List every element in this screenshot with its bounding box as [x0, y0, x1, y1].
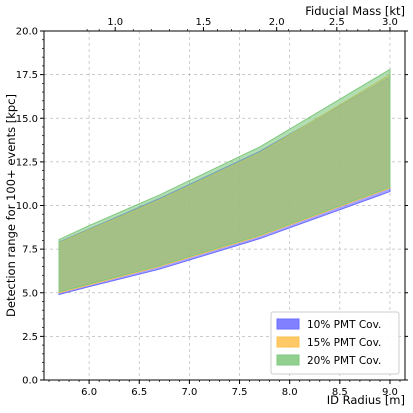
top-tick-label: 3.0 — [382, 17, 398, 28]
top-axis-label: Fiducial Mass [kt] — [305, 4, 405, 18]
x-tick-label: 7.0 — [181, 387, 197, 398]
y-tick-label: 5.0 — [22, 288, 38, 299]
axis-ticks: 6.0 6.5 7.0 7.5 8.0 8.5 9.0 0.0 2.5 5.0 7.5 10.0 12.… — [16, 17, 408, 398]
x-axis-label: ID Radius [m] — [327, 393, 405, 407]
series-areas — [58, 68, 391, 296]
top-tick-label: 2.5 — [329, 17, 345, 28]
x-tick-label: 9.0 — [382, 387, 398, 398]
y-tick-label: 10.0 — [16, 201, 38, 212]
y-tick-label: 7.5 — [22, 245, 38, 256]
legend-label-3: 20% PMT Cov. — [307, 355, 381, 367]
y-axis-label: Detection range for 100+ events [kpc] — [4, 94, 18, 317]
top-tick-label: 1.0 — [107, 17, 123, 28]
y-tick-label: 15.0 — [16, 114, 38, 125]
y-tick-label: 17.5 — [16, 70, 38, 81]
x-tick-label: 7.5 — [232, 387, 248, 398]
y-tick-label: 2.5 — [22, 332, 38, 343]
x-tick-label: 6.5 — [131, 387, 147, 398]
x-tick-label: 8.0 — [282, 387, 298, 398]
series-band-3 — [58, 68, 391, 293]
y-tick-label: 0.0 — [22, 376, 38, 387]
legend-label-2: 15% PMT Cov. — [307, 337, 381, 349]
top-tick-label: 2.0 — [269, 17, 285, 28]
legend-swatch-3 — [276, 354, 300, 366]
x-tick-label: 8.5 — [332, 387, 348, 398]
legend: 10% PMT Cov. 15% PMT Cov. 20% PMT Cov. — [270, 311, 400, 375]
legend-label-1: 10% PMT Cov. — [307, 319, 381, 331]
y-tick-label: 12.5 — [16, 157, 38, 168]
x-tick-label: 6.0 — [81, 387, 97, 398]
top-tick-label: 1.5 — [195, 17, 211, 28]
y-tick-label: 20.0 — [16, 27, 38, 38]
legend-swatch-1 — [276, 318, 300, 330]
legend-swatch-2 — [276, 336, 300, 348]
legend-box — [270, 311, 400, 375]
